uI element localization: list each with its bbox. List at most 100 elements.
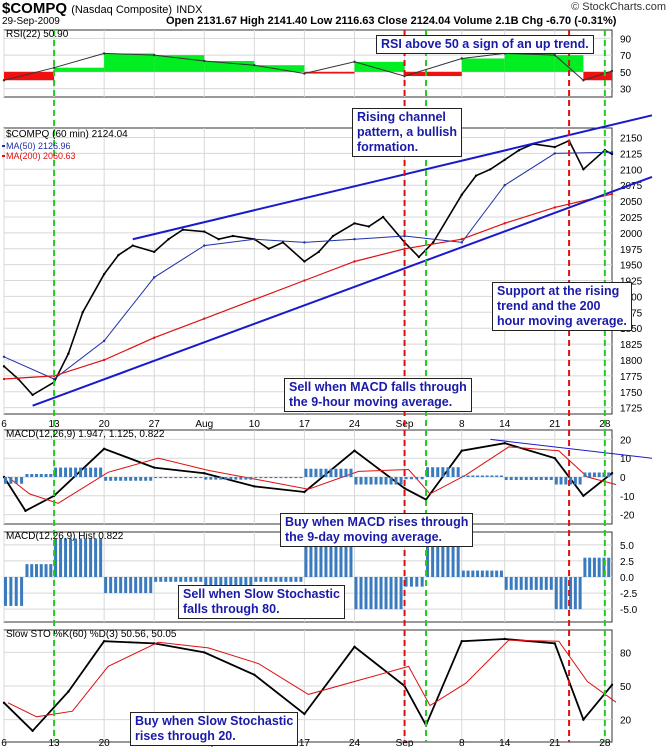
hist-bar: [344, 541, 348, 577]
y-tick-label: 2050: [620, 197, 643, 208]
y-tick-label: -20: [620, 511, 635, 522]
buy-sto-annotation: Buy when Slow Stochastic rises through 2…: [130, 712, 299, 746]
data-point: [582, 494, 585, 497]
hist-bar: [490, 570, 494, 577]
hist-bar: [279, 577, 283, 582]
rsi-down-block: [404, 71, 462, 77]
x-tick-label: 8: [459, 738, 465, 747]
data-point: [2, 79, 6, 82]
data-point: [460, 241, 463, 244]
hist-bar: [84, 538, 88, 577]
hist-bar: [169, 577, 173, 582]
macd-hist-bar: [294, 477, 298, 479]
y-tick-label: 1750: [620, 388, 643, 399]
hist-bar: [189, 577, 193, 582]
y-tick-label: 1950: [620, 261, 643, 272]
macd-hist-bar: [569, 477, 573, 485]
macd-hist-bar: [384, 477, 388, 485]
macd-hist-bar: [394, 477, 398, 485]
hist-bar: [476, 570, 480, 577]
macd-hist-bar: [529, 477, 533, 481]
x-tick-label: 20: [99, 738, 111, 747]
data-point: [2, 377, 6, 381]
data-point: [503, 158, 506, 161]
hist-bar: [607, 557, 611, 577]
hist-bar: [44, 564, 48, 577]
macd-hist-bar: [159, 477, 163, 479]
data-point: [167, 238, 170, 241]
hist-bar: [174, 577, 178, 582]
macd-hist-bar: [514, 477, 518, 481]
macd-hist-bar: [534, 477, 538, 481]
hist-bar: [9, 577, 13, 606]
hist-bar: [379, 577, 383, 610]
macd-hist-bar: [480, 475, 484, 477]
rsi-up-block: [461, 58, 505, 72]
data-point: [582, 79, 585, 82]
hist-bar: [451, 538, 455, 577]
hist-bar: [420, 577, 424, 587]
data-point: [610, 192, 614, 196]
y-tick-label: 2075: [620, 181, 643, 192]
symbol-title: $COMPQ (Nasdaq Composite) INDX: [2, 0, 203, 17]
data-point: [2, 365, 6, 368]
macd-hist-bar: [164, 477, 168, 479]
macd-hist-bar: [564, 477, 568, 485]
data-point: [582, 718, 585, 721]
x-tick-label: Aug: [195, 419, 213, 430]
rsi-annotation: RSI above 50 a sign of an up trend.: [376, 35, 594, 54]
macd-hist-bar: [344, 468, 348, 477]
x-tick-label: 6: [1, 738, 7, 747]
hist-bar: [224, 577, 228, 589]
data-point: [503, 222, 506, 225]
macd-hist-bar: [349, 468, 353, 477]
macd-hist-bar: [409, 477, 413, 480]
series-line: [3, 139, 613, 396]
data-point: [181, 228, 185, 231]
data-point: [303, 279, 306, 282]
data-point: [203, 317, 206, 320]
data-point: [353, 449, 356, 452]
macd-hist-bar: [274, 477, 278, 479]
hist-bar: [25, 564, 29, 577]
series-line: [3, 442, 613, 512]
data-point: [253, 238, 256, 241]
hist-bar: [534, 577, 538, 590]
hist-bar: [284, 577, 288, 582]
macd-hist-bar: [426, 467, 430, 477]
y-tick-label: 5.0: [620, 541, 634, 552]
macd-hist-bar: [174, 477, 178, 479]
hist-bar: [184, 577, 188, 582]
data-point: [253, 298, 256, 301]
data-point: [253, 673, 256, 676]
data-point: [553, 642, 556, 645]
data-point: [102, 339, 106, 343]
x-tick-label: Sep: [396, 738, 414, 747]
y-tick-label: 50: [620, 682, 632, 693]
hist-bar: [34, 564, 38, 577]
macd-hist-bar: [495, 475, 499, 477]
rsi-up-block: [54, 67, 105, 72]
hist-bar: [234, 577, 238, 589]
data-point: [67, 352, 70, 355]
data-point: [67, 690, 70, 693]
data-point: [553, 457, 556, 460]
macd-hist-bar: [139, 477, 143, 481]
hist-bar: [54, 538, 58, 577]
macd-hist-bar: [284, 477, 288, 479]
hist-bar: [529, 577, 533, 590]
macd-hist-bar: [14, 477, 18, 484]
data-point: [317, 250, 320, 254]
macd-hist-bar: [359, 477, 363, 485]
data-point: [553, 53, 556, 57]
macd-hist-bar: [259, 477, 263, 479]
data-point: [52, 377, 56, 381]
rsi-down-block: [4, 71, 55, 81]
hist-bar: [369, 577, 373, 610]
macd-hist-bar: [451, 467, 455, 477]
macd-hist-bar: [289, 477, 293, 479]
hist-bar: [466, 570, 470, 577]
data-point: [117, 253, 120, 257]
macd-hist-bar: [319, 468, 323, 477]
